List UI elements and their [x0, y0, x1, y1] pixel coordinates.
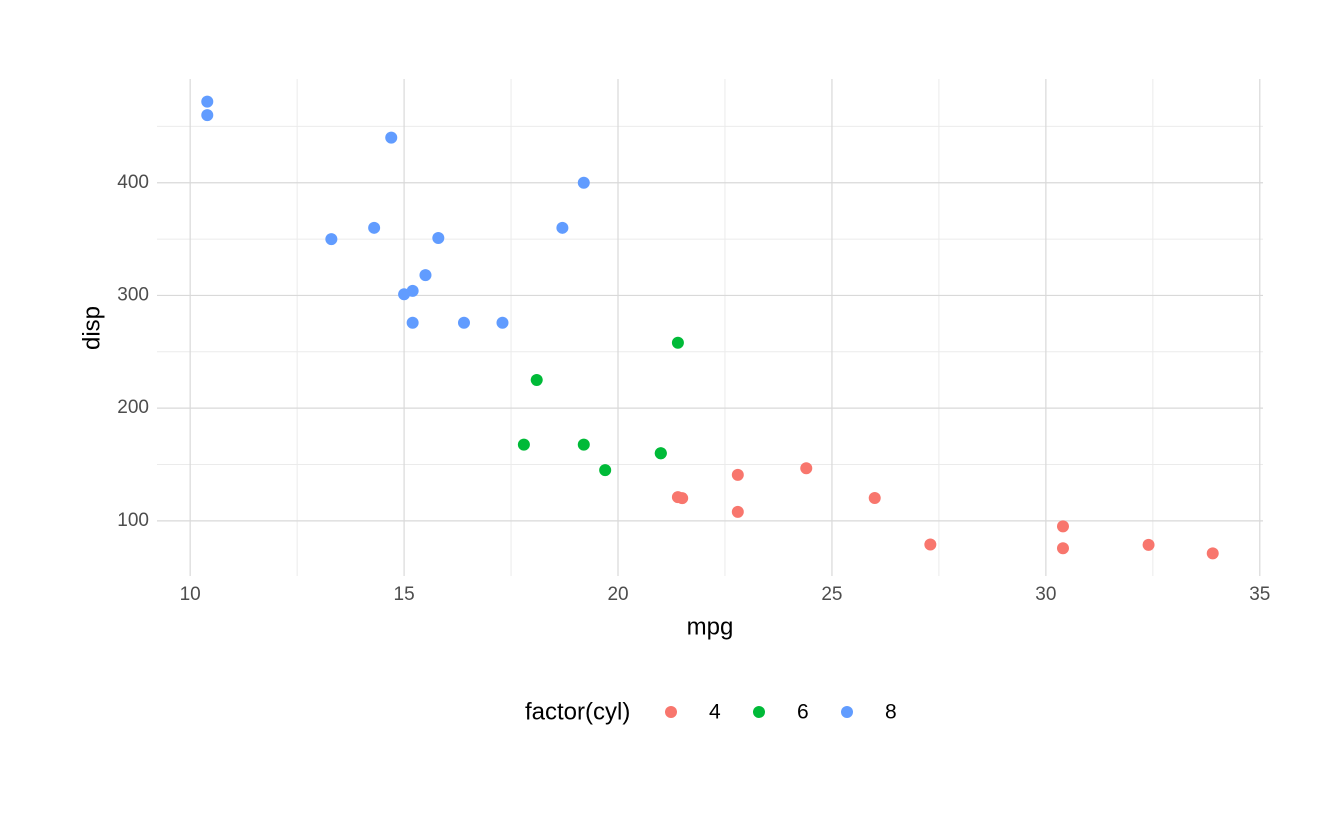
- y-tick-label: 100: [117, 510, 149, 531]
- point: [419, 269, 432, 282]
- legend-key: [665, 706, 677, 718]
- point: [1206, 547, 1219, 560]
- point: [496, 316, 509, 329]
- point: [201, 109, 214, 122]
- point: [577, 438, 590, 451]
- legend-label: 6: [797, 701, 809, 724]
- legend-label: 8: [885, 701, 897, 724]
- point: [671, 336, 684, 349]
- point: [731, 505, 744, 518]
- y-tick-label: 200: [117, 397, 149, 418]
- point: [398, 288, 411, 301]
- point: [325, 233, 338, 246]
- point: [671, 491, 684, 504]
- point: [731, 468, 744, 481]
- legend-label: 4: [709, 701, 721, 724]
- x-tick-label: 35: [1249, 584, 1270, 605]
- legend-title: factor(cyl): [525, 698, 630, 725]
- point: [1056, 542, 1069, 555]
- point: [517, 438, 530, 451]
- x-tick-label: 10: [180, 584, 201, 605]
- point: [385, 131, 398, 144]
- point: [556, 221, 569, 234]
- x-tick-label: 25: [821, 584, 842, 605]
- x-tick-label: 30: [1035, 584, 1056, 605]
- point: [530, 373, 543, 386]
- legend-key: [753, 706, 765, 718]
- x-tick-label: 15: [394, 584, 415, 605]
- point: [406, 316, 419, 329]
- point: [800, 462, 813, 475]
- x-axis-title: mpg: [687, 613, 734, 640]
- point: [457, 316, 470, 329]
- point: [1142, 538, 1155, 551]
- point: [1056, 520, 1069, 533]
- point: [368, 221, 381, 234]
- point: [577, 176, 590, 189]
- point: [654, 447, 667, 460]
- y-tick-label: 400: [117, 172, 149, 193]
- point: [201, 95, 214, 108]
- point: [599, 464, 612, 477]
- y-axis-title: disp: [78, 306, 105, 350]
- point: [432, 231, 445, 244]
- y-tick-label: 300: [117, 284, 149, 305]
- legend-key: [841, 706, 853, 718]
- x-tick-label: 20: [607, 584, 628, 605]
- point: [924, 538, 937, 551]
- point: [868, 491, 881, 504]
